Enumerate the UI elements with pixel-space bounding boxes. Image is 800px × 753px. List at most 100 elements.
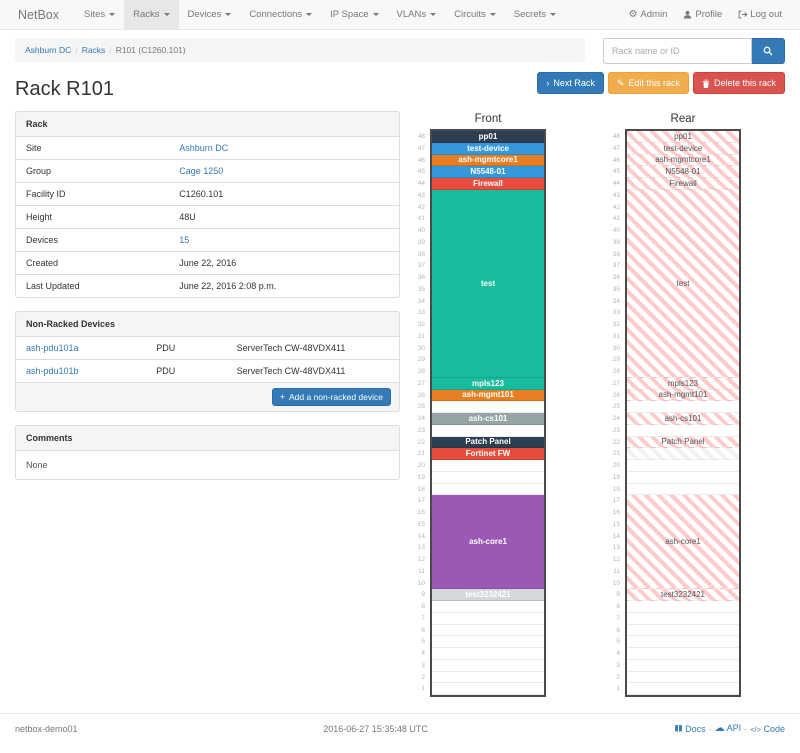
device-label: ash-core1: [665, 537, 701, 547]
rack-device-test[interactable]: test: [432, 189, 544, 378]
device-link-ash-pdu101a[interactable]: ash-pdu101a: [26, 343, 79, 353]
rack-device-ash-mgmtcore1[interactable]: ash-mgmtcore1: [432, 154, 544, 167]
unit-number: 36: [417, 274, 425, 281]
rack-device-test-device[interactable]: test-device: [627, 142, 739, 155]
footer-separator2: ·: [744, 723, 748, 734]
nav-item-logout[interactable]: Log out: [730, 0, 790, 29]
api-link[interactable]: ☁ API: [715, 723, 742, 734]
unit-number: 24: [417, 415, 425, 422]
unit-number: 10: [417, 579, 425, 587]
caret-down-icon: [430, 13, 437, 16]
unit-number: 27: [612, 379, 620, 387]
rack-unit-occupied-u21: [627, 448, 739, 460]
breadcrumb-item-racks[interactable]: Racks: [81, 45, 106, 55]
unit-number: 1: [616, 685, 620, 693]
nav-item-label: Circuits: [454, 9, 486, 20]
rack-device-test[interactable]: test: [627, 189, 739, 378]
brand[interactable]: NetBox: [18, 7, 59, 22]
next-rack-button[interactable]: › Next Rack: [537, 72, 604, 94]
nav-item-circuits[interactable]: Circuits: [445, 0, 505, 29]
device-link-ash-pdu101b[interactable]: ash-pdu101b: [16, 359, 147, 382]
rack-device-patch-panel[interactable]: Patch Panel: [432, 436, 544, 449]
unit-number: 29: [417, 356, 425, 364]
rack-unit-empty-u1: [432, 683, 544, 695]
device-label: N5548-01: [470, 167, 506, 177]
rack-unit-empty-u4: [432, 648, 544, 660]
rack-unit-empty-u1: [627, 683, 739, 695]
docs-link[interactable]: Docs: [674, 724, 706, 734]
rack-frame: pp01 test-device ash-mgmtcore1 N5548-01 Fire…: [625, 129, 741, 697]
delete-rack-button[interactable]: Delete this rack: [692, 72, 785, 94]
unit-number: 46: [417, 156, 425, 164]
attr-value[interactable]: 15: [169, 228, 399, 252]
cloud-icon: ☁: [714, 723, 725, 734]
rack-device-ash-core1[interactable]: ash-core1: [627, 495, 739, 590]
device-label: ash-mgmt101: [462, 390, 514, 400]
nav-item-secrets[interactable]: Secrets: [505, 0, 565, 29]
edit-rack-button[interactable]: ✎ Edit this rack: [607, 72, 689, 94]
attr-value: 48U: [169, 205, 399, 229]
nav-item-devices[interactable]: Devices: [179, 0, 241, 29]
rack-device-mpls123[interactable]: mpls123: [432, 377, 544, 390]
rack-unit-empty-u19: [432, 471, 544, 484]
rack-device-ash-mgmtcore1[interactable]: ash-mgmtcore1: [627, 154, 739, 167]
unit-number: 9: [616, 591, 620, 599]
rack-device-ash-cs101[interactable]: ash-cs101: [627, 413, 739, 425]
unit-number: 43: [417, 191, 425, 199]
rack-device-n5548-01[interactable]: N5548-01: [432, 166, 544, 178]
add-nonracked-device-button[interactable]: + Add a non-racked device: [271, 388, 391, 406]
nav-right: ⚙ Admin Profile Log out: [620, 0, 790, 29]
code-label: Code: [763, 723, 785, 734]
attr-value[interactable]: Cage 1250: [169, 159, 399, 183]
nav-item-ip-space[interactable]: IP Space: [321, 0, 387, 29]
nonracked-panel-header: Non-Racked Devices: [16, 312, 399, 337]
rack-device-fortinet-fw[interactable]: Fortinet FW: [432, 448, 544, 460]
unit-number: 10: [612, 579, 620, 587]
rack-device-ash-cs101[interactable]: ash-cs101: [432, 413, 544, 425]
nav-item-vlans[interactable]: VLANs: [388, 0, 446, 29]
rack-device-firewall[interactable]: Firewall: [432, 178, 544, 190]
unit-number: 33: [612, 309, 620, 317]
rack-device-ash-mgmt101[interactable]: ash-mgmt101: [432, 389, 544, 402]
admin-label: Admin: [640, 9, 668, 20]
device-label: ash-mgmtcore1: [458, 155, 518, 165]
rack-unit-empty-u20: [627, 460, 739, 472]
rack-device-firewall[interactable]: Firewall: [627, 178, 739, 190]
rack-device-n5548-01[interactable]: N5548-01: [627, 166, 739, 178]
rack-device-test3232421[interactable]: test3232421: [432, 589, 544, 601]
unit-number: 40: [612, 227, 620, 234]
attr-label: Site: [26, 143, 42, 153]
rack-device-ash-mgmt101[interactable]: ash-mgmt101: [627, 389, 739, 402]
rack-device-mpls123[interactable]: mpls123: [627, 377, 739, 390]
unit-number: 18: [417, 485, 425, 493]
profile-icon: [683, 10, 692, 19]
gear-icon: ⚙: [628, 8, 638, 20]
rack-device-pp01[interactable]: pp01: [432, 131, 544, 143]
nav-item-label: Sites: [84, 9, 106, 20]
device-label: ash-mgmtcore1: [655, 155, 711, 165]
unit-number: 35: [417, 285, 425, 293]
nav-item-label: IP Space: [330, 9, 369, 20]
nav-item-admin[interactable]: ⚙ Admin: [620, 0, 675, 29]
comments-panel-header: Comments: [16, 426, 399, 451]
nav-item-profile[interactable]: Profile: [675, 0, 730, 29]
code-link[interactable]: </> Code: [750, 724, 785, 734]
unit-number: 47: [612, 144, 620, 152]
unit-number: 26: [612, 391, 620, 399]
caret-down-icon: [489, 13, 496, 16]
rack-device-patch-panel[interactable]: Patch Panel: [627, 436, 739, 449]
breadcrumb-item-ashburn-dc[interactable]: Ashburn DC: [25, 45, 72, 55]
search-button[interactable]: [752, 38, 785, 64]
rack-device-ash-core1[interactable]: ash-core1: [432, 495, 544, 590]
search-input[interactable]: [603, 38, 752, 64]
unit-number: 5: [421, 638, 425, 646]
rack-device-test-device[interactable]: test-device: [432, 142, 544, 155]
rack-device-pp01[interactable]: pp01: [627, 131, 739, 143]
attr-value: June 22, 2016: [169, 251, 399, 275]
nav-item-sites[interactable]: Sites: [75, 0, 124, 29]
nav-item-connections[interactable]: Connections: [240, 0, 321, 29]
device-label: Firewall: [473, 178, 503, 188]
rack-device-test3232421[interactable]: test3232421: [627, 589, 739, 601]
nav-item-racks[interactable]: Racks: [124, 0, 179, 29]
attr-value[interactable]: Ashburn DC: [179, 143, 229, 153]
